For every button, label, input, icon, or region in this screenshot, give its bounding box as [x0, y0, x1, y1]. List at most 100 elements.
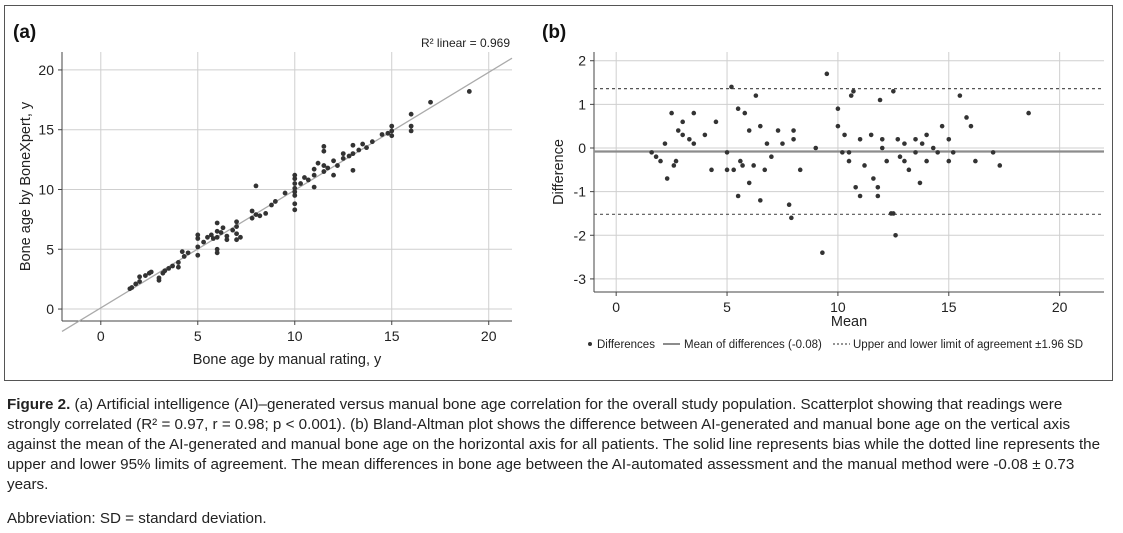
difference-point [775, 128, 781, 133]
difference-point [675, 128, 681, 133]
difference-point [902, 141, 907, 146]
difference-point [913, 136, 918, 142]
difference-point [893, 232, 898, 238]
difference-point [946, 136, 952, 142]
scatter-point [137, 279, 142, 284]
chart1-y-tick-label: -1 [574, 184, 587, 200]
difference-point [871, 176, 876, 181]
scatter-point [408, 123, 414, 129]
scatter-point [350, 167, 356, 173]
scatter-point [292, 201, 298, 207]
scatter-point [331, 172, 336, 178]
chart1-x-tick-label: 15 [941, 299, 957, 315]
difference-point [735, 106, 741, 112]
difference-point [917, 180, 923, 186]
difference-point [729, 84, 734, 90]
difference-point [906, 167, 912, 173]
scatter-point [360, 141, 366, 147]
scatter-point [179, 249, 185, 255]
scatter-point [195, 232, 201, 238]
chart0-y-tick-label: 10 [38, 181, 54, 197]
scatter-point [292, 189, 298, 195]
scatter-point [195, 244, 201, 250]
scatter-point [162, 268, 168, 274]
legend-differences-marker [588, 342, 592, 346]
scatter-point [195, 252, 201, 258]
scatter-point [214, 228, 220, 234]
difference-point [968, 123, 974, 129]
scatter-point [311, 166, 317, 172]
difference-point [669, 110, 674, 116]
difference-point [724, 150, 730, 155]
scatter-point [263, 211, 269, 216]
scatter-point [220, 225, 226, 231]
scatter-point [321, 144, 327, 149]
difference-point [738, 158, 743, 164]
difference-point [862, 163, 867, 168]
chart0-x-tick-label: 20 [481, 328, 497, 344]
scatter-point [292, 193, 298, 198]
scatter-point [340, 151, 346, 157]
scatter-point [214, 246, 220, 252]
scatter-point [292, 176, 298, 182]
difference-point [913, 150, 918, 155]
panel-a-label: (a) [13, 22, 37, 43]
difference-point [751, 163, 756, 168]
difference-point [884, 158, 889, 164]
chart0-y-tick-label: 0 [46, 301, 54, 317]
difference-point [786, 202, 792, 208]
difference-point [891, 88, 896, 94]
difference-point [735, 193, 741, 199]
difference-point [709, 167, 714, 173]
difference-point [1026, 110, 1031, 116]
scatter-point [340, 156, 346, 161]
difference-point [671, 163, 677, 168]
difference-point [891, 211, 896, 216]
scatter-point [143, 273, 148, 278]
scatter-point [315, 160, 321, 166]
difference-point [919, 141, 925, 146]
difference-point [664, 176, 670, 181]
difference-point [853, 184, 858, 190]
chart0-x-tick-label: 10 [287, 328, 303, 344]
difference-point [791, 128, 796, 133]
difference-point [713, 119, 719, 125]
difference-point [875, 184, 881, 190]
panel-b-label: (b) [542, 22, 567, 43]
scatter-point [292, 207, 298, 213]
difference-point [653, 154, 659, 160]
difference-point [658, 158, 663, 164]
difference-point [857, 193, 863, 199]
difference-point [780, 141, 785, 146]
figure-frame [4, 5, 1113, 381]
chart1-y-axis-title: Difference [551, 139, 567, 205]
difference-point [939, 123, 945, 129]
difference-point [997, 163, 1003, 168]
scatter-point [356, 147, 362, 153]
chart1-x-tick-label: 5 [723, 299, 731, 315]
scatter-point [408, 111, 414, 117]
chart1-y-tick-label: -3 [574, 271, 587, 287]
difference-point [902, 158, 907, 164]
scatter-point [350, 142, 356, 148]
scatter-point [175, 260, 181, 265]
scatter-point [331, 158, 336, 164]
scatter-point [321, 163, 327, 168]
difference-point [930, 145, 936, 151]
scatter-point [214, 250, 220, 256]
scatter-point [346, 153, 352, 159]
difference-point [846, 158, 852, 164]
scatter-point [385, 130, 391, 136]
chart0-y-tick-label: 5 [46, 241, 54, 257]
difference-point [758, 123, 763, 129]
difference-point [895, 136, 901, 142]
scatter-point [253, 183, 259, 189]
r-squared-annotation: R² linear = 0.969 [421, 36, 510, 50]
difference-point [680, 132, 685, 138]
scatter-point [379, 132, 385, 137]
chart0-x-tick-label: 0 [97, 328, 105, 344]
scatter-point [269, 202, 274, 208]
chart0-x-tick-label: 15 [384, 328, 400, 344]
scatter-point [311, 172, 317, 178]
scatter-point [272, 199, 278, 204]
